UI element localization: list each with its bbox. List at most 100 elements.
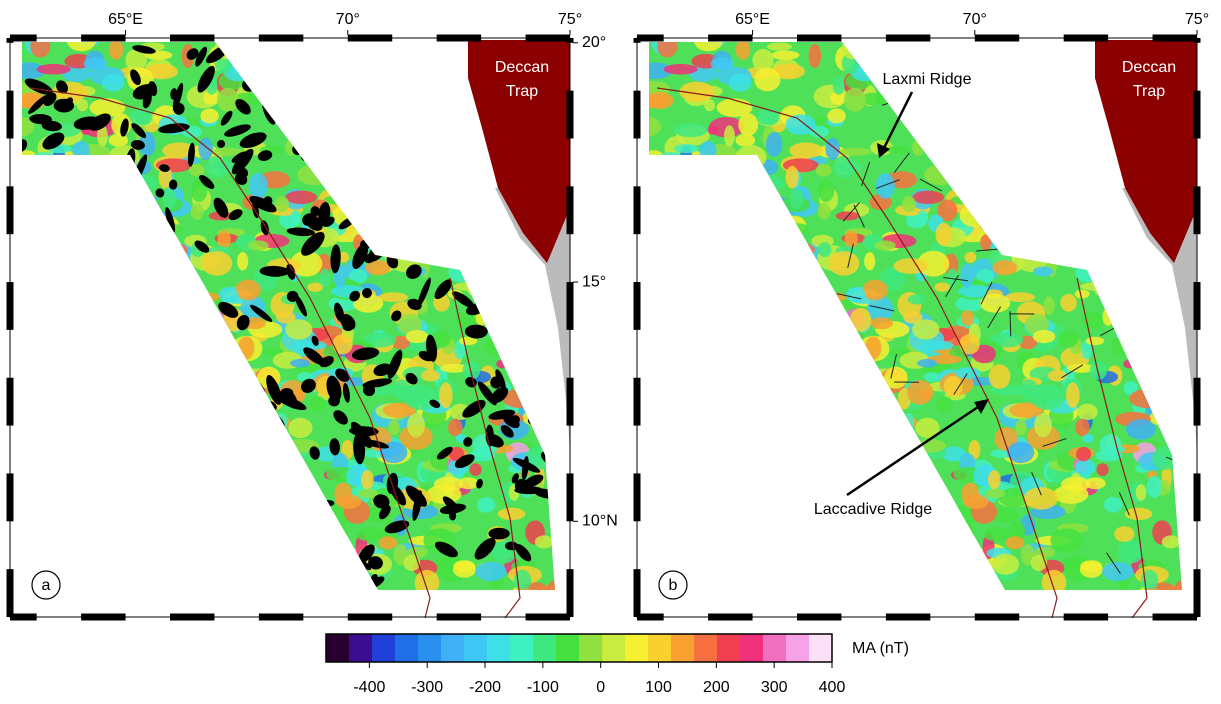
contour-blob (488, 528, 509, 540)
anomaly-blob (43, 199, 64, 225)
contour-blob (88, 290, 104, 306)
anomaly-blob (917, 359, 937, 368)
contour-blob (319, 73, 337, 101)
anomaly-blob (232, 467, 246, 488)
contour-blob (40, 373, 62, 404)
anomaly-blob (130, 444, 155, 455)
contour-blob (385, 100, 397, 124)
contour-blob (374, 591, 383, 602)
anomaly-blob (124, 218, 151, 230)
anomaly-blob (146, 492, 175, 506)
anomaly-blob (289, 70, 316, 84)
contour-blob (247, 529, 278, 539)
anomaly-blob (62, 261, 84, 274)
anomaly-blob (234, 420, 258, 430)
colorbar-swatch (326, 634, 350, 662)
anomaly-blob (733, 339, 761, 349)
anomaly-blob (1166, 339, 1187, 363)
anomaly-blob (125, 564, 147, 579)
anomaly-blob (813, 544, 829, 557)
anomaly-blob (378, 225, 409, 241)
anomaly-blob (729, 397, 765, 412)
contour-blob (127, 243, 151, 271)
contour-blob (153, 443, 168, 460)
anomaly-blob (168, 251, 184, 273)
anomaly-blob (161, 521, 173, 530)
anomaly-blob (74, 387, 104, 399)
anomaly-blob (35, 198, 57, 208)
anomaly-blob (271, 515, 293, 523)
anomaly-blob (155, 342, 168, 352)
anomaly-blob (1127, 264, 1148, 275)
anomaly-blob (1033, 267, 1053, 277)
anomaly-blob (963, 30, 995, 56)
anomaly-blob (752, 564, 774, 579)
anomaly-blob (704, 176, 719, 184)
anomaly-blob (1115, 231, 1150, 244)
anomaly-blob (405, 35, 422, 51)
anomaly-blob (711, 57, 734, 70)
anomaly-blob (202, 455, 234, 471)
contour-blob (333, 588, 347, 603)
frame-segment (1194, 91, 1201, 139)
anomaly-blob (163, 304, 175, 314)
anomaly-blob (672, 225, 696, 234)
anomaly-blob (389, 174, 408, 195)
anomaly-blob (109, 134, 129, 147)
contour-blob (129, 227, 149, 259)
anomaly-blob (217, 88, 239, 112)
anomaly-blob (1152, 446, 1178, 470)
anomaly-blob (683, 280, 695, 300)
contour-blob (184, 416, 202, 430)
anomaly-blob (281, 79, 297, 94)
contour-blob (390, 86, 416, 111)
anomaly-blob (102, 74, 125, 92)
anomaly-blob (233, 426, 267, 437)
frame-segment (567, 282, 574, 330)
anomaly-blob (750, 192, 779, 205)
anomaly-blob (675, 247, 692, 271)
anomaly-blob (1065, 246, 1086, 266)
anomaly-blob (774, 506, 804, 524)
anomaly-blob (130, 194, 158, 208)
anomaly-blob (439, 382, 453, 408)
anomaly-blob (844, 88, 866, 112)
anomaly-blob (320, 563, 347, 575)
frame-segment (637, 614, 664, 621)
anomaly-blob (46, 155, 64, 166)
anomaly-blob (201, 402, 221, 428)
anomaly-blob (508, 246, 527, 264)
anomaly-blob (755, 175, 784, 192)
lineament (842, 351, 867, 354)
contour-blob (122, 357, 139, 375)
contour-blob (373, 72, 393, 93)
anomaly-blob (22, 465, 36, 490)
contour-blob (83, 491, 91, 508)
anomaly-blob (680, 471, 699, 486)
contour-blob (224, 483, 234, 494)
anomaly-blob (1057, 113, 1068, 122)
anomaly-blob (708, 585, 732, 596)
contour-blob (380, 211, 390, 224)
anomaly-blob (903, 413, 914, 430)
anomaly-blob (406, 330, 428, 343)
anomaly-blob (45, 435, 80, 461)
anomaly-blob (297, 554, 324, 565)
contour-blob (193, 511, 208, 526)
anomaly-blob (434, 80, 456, 99)
anomaly-blob (113, 233, 141, 247)
contour-blob (193, 356, 219, 381)
anomaly-blob (82, 395, 112, 404)
contour-blob (184, 565, 213, 592)
anomaly-blob (278, 110, 306, 129)
anomaly-blob (716, 296, 741, 318)
anomaly-blob (37, 397, 49, 418)
colorbar-swatch (694, 634, 718, 662)
contour-blob (89, 193, 119, 221)
anomaly-blob (183, 569, 206, 580)
anomaly-blob (119, 198, 143, 209)
anomaly-blob (159, 469, 187, 491)
anomaly-blob (1135, 246, 1154, 264)
contour-blob (42, 356, 53, 379)
anomaly-blob (144, 476, 170, 489)
